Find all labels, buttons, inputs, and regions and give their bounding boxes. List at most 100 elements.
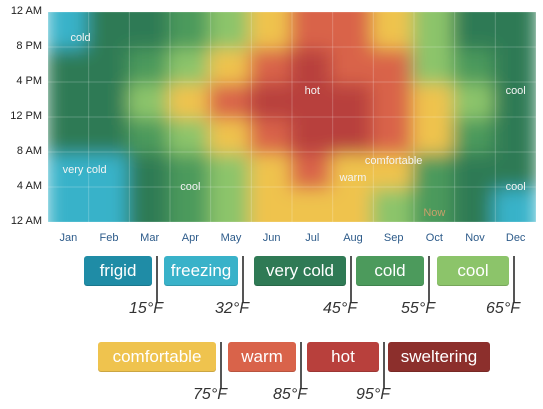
heatmap-cell <box>371 115 416 154</box>
heatmap-cell <box>249 185 294 222</box>
region-label: cool <box>180 181 201 193</box>
region-label: comfortable <box>364 154 423 167</box>
legend-chip: very cold <box>254 256 346 286</box>
threshold-label: 45°F <box>323 300 357 317</box>
legend-chip: comfortable <box>98 342 216 372</box>
legend-chip: hot <box>307 342 379 372</box>
legend-chip: frigid <box>84 256 152 286</box>
heatmap-cell <box>127 80 172 119</box>
legend-divider <box>513 256 515 302</box>
heatmap-cell <box>452 45 498 84</box>
legend-chip: cool <box>437 256 509 286</box>
heatmap-cell <box>168 185 213 222</box>
heatmap-cell <box>290 45 335 84</box>
heatmap-cell <box>371 12 416 18</box>
heatmap-cell <box>127 150 172 189</box>
heatmap-cell <box>412 115 457 154</box>
y-tick-label: 12 AM <box>10 5 42 17</box>
heatmap-cell <box>86 216 132 222</box>
heatmap-svg <box>48 12 536 222</box>
x-tick-label: Oct <box>425 232 443 244</box>
heatmap-cell <box>412 216 457 222</box>
legend-divider <box>220 342 222 388</box>
heatmap-cell <box>452 12 498 49</box>
heatmap-cell <box>249 80 294 119</box>
heatmap-cell <box>249 115 294 154</box>
legend-divider <box>383 342 385 388</box>
heatmap-cell <box>330 216 376 222</box>
y-tick-label: 4 AM <box>16 180 42 192</box>
heatmap-cell <box>208 12 254 49</box>
x-tick-label: May <box>220 232 242 244</box>
heatmap-cell <box>249 45 294 84</box>
heatmap-cell <box>86 150 132 189</box>
heatmap-cell <box>208 12 254 18</box>
x-tick-label: Apr <box>181 232 199 244</box>
x-tick-label: Jan <box>59 232 78 244</box>
y-tick-label: 12 PM <box>10 110 42 122</box>
y-tick-label: 12 AM <box>10 215 42 227</box>
heatmap-cell <box>127 12 172 18</box>
heatmap-cell <box>452 80 498 119</box>
heatmap-cell <box>412 150 457 189</box>
heatmap-cell <box>208 185 254 222</box>
legend-chip: freezing <box>164 256 238 286</box>
heatmap-cell <box>493 216 536 222</box>
heatmap-cell <box>371 216 416 222</box>
x-tick-label: Jul <box>305 232 320 244</box>
heatmap-cell <box>127 115 172 154</box>
legend-divider <box>156 256 158 302</box>
heatmap-cell <box>249 12 294 18</box>
legend-chip: sweltering <box>388 342 490 372</box>
region-label: Now <box>423 207 446 220</box>
heatmap-cell <box>168 12 213 49</box>
heatmap-cell <box>330 150 376 189</box>
x-tick-label: Jun <box>262 232 281 244</box>
y-tick-label: 8 PM <box>16 40 42 52</box>
heatmap-cell <box>290 216 335 222</box>
temperature-heatmap <box>48 12 536 222</box>
heatmap-cell <box>493 185 536 222</box>
heatmap-cell <box>168 115 213 154</box>
heatmap-cell <box>48 45 91 84</box>
threshold-label: 85°F <box>273 386 307 403</box>
threshold-label: 65°F <box>486 300 520 317</box>
legend-divider <box>350 256 352 302</box>
legend-divider <box>300 342 302 388</box>
region-label: cold <box>70 32 91 45</box>
heatmap-cell <box>452 185 498 222</box>
heatmap-cell <box>86 12 132 49</box>
threshold-label: 15°F <box>129 300 163 317</box>
threshold-label: 55°F <box>401 300 435 317</box>
region-label: hot <box>304 84 320 97</box>
heatmap-cell <box>452 115 498 154</box>
legend-chip: cold <box>356 256 424 286</box>
heatmap-cell <box>493 80 536 119</box>
heatmap-cell <box>371 185 416 222</box>
x-tick-label: Sep <box>383 232 404 244</box>
region-label: cool <box>505 181 526 193</box>
x-tick-label: Feb <box>99 232 119 244</box>
x-tick-label: Aug <box>343 232 363 244</box>
heatmap-cell <box>86 12 132 18</box>
threshold-label: 75°F <box>193 386 227 403</box>
heatmap-cell <box>208 150 254 189</box>
legend-divider <box>242 256 244 302</box>
legend-chip: warm <box>228 342 296 372</box>
heatmap-cell <box>127 12 172 49</box>
heatmap-cell <box>249 216 294 222</box>
heatmap-cell <box>452 12 498 18</box>
heatmap-cell <box>290 12 335 49</box>
heatmap-cell <box>371 12 416 49</box>
heatmap-cell <box>412 80 457 119</box>
heatmap-cell <box>48 185 91 222</box>
heatmap-cell <box>168 12 213 18</box>
heatmap-cell <box>290 80 335 119</box>
heatmap-cell <box>127 185 172 222</box>
y-tick-label: 8 AM <box>16 145 42 157</box>
heatmap-cell <box>493 12 536 49</box>
heatmap-cell <box>412 45 457 84</box>
heatmap-cell <box>127 45 172 84</box>
heatmap-cell <box>412 185 457 222</box>
heatmap-cell <box>86 115 132 154</box>
